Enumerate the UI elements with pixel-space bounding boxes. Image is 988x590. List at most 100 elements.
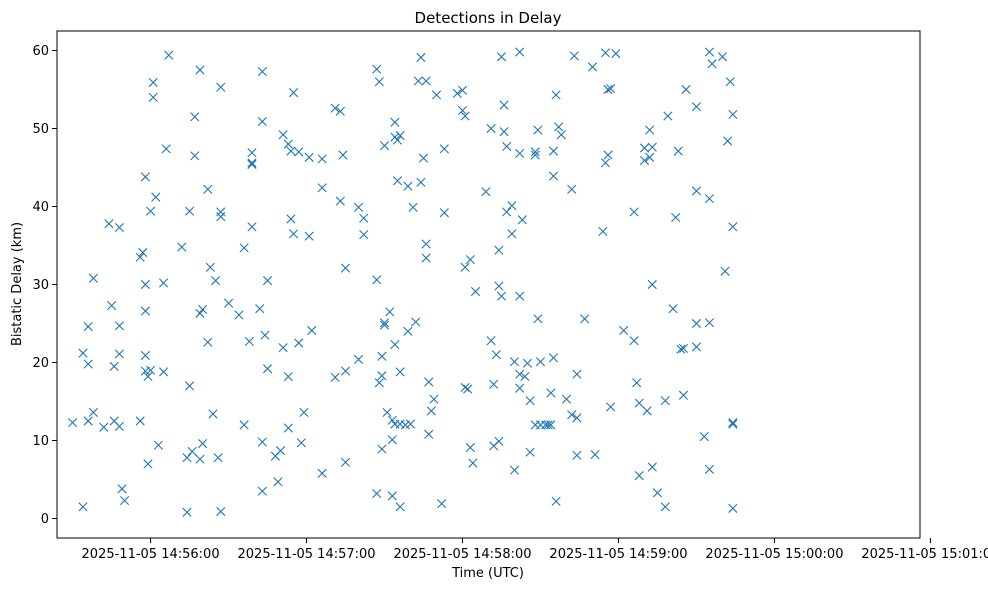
data-point-marker xyxy=(109,361,119,371)
data-point-marker xyxy=(216,506,226,517)
data-point-marker xyxy=(148,92,158,102)
data-point-marker xyxy=(569,51,579,61)
data-point-marker xyxy=(515,148,525,159)
data-point-marker xyxy=(184,206,195,216)
data-point-marker xyxy=(338,150,348,160)
data-point-marker xyxy=(707,59,717,69)
data-point-marker xyxy=(187,446,197,457)
data-point-marker xyxy=(460,262,470,272)
data-point-marker xyxy=(728,417,738,428)
y-tick-label: 20 xyxy=(32,356,49,371)
data-point-marker xyxy=(717,52,728,62)
data-point-marker xyxy=(405,419,416,429)
data-point-marker xyxy=(208,409,218,419)
data-point-marker xyxy=(515,383,525,393)
data-point-marker xyxy=(239,243,249,253)
data-point-marker xyxy=(372,488,382,499)
data-point-marker xyxy=(704,194,715,204)
data-point-marker xyxy=(629,207,639,217)
data-point-marker xyxy=(535,357,546,367)
data-point-marker xyxy=(273,477,283,487)
data-point-marker xyxy=(502,207,512,217)
data-point-marker xyxy=(195,308,205,318)
data-point-marker xyxy=(546,388,556,398)
data-point-marker xyxy=(283,139,293,149)
data-point-marker xyxy=(330,103,340,113)
data-point-marker xyxy=(590,449,600,460)
data-point-marker xyxy=(704,464,715,474)
data-point-marker xyxy=(548,171,559,181)
data-point-marker xyxy=(88,273,98,283)
data-point-marker xyxy=(140,279,150,290)
data-point-marker xyxy=(135,416,145,426)
data-point-marker xyxy=(489,379,499,389)
data-point-marker xyxy=(567,410,577,420)
data-point-marker xyxy=(463,384,473,394)
data-point-marker xyxy=(99,422,109,432)
data-point-marker xyxy=(603,150,613,160)
data-point-marker xyxy=(468,458,478,468)
y-tick-label: 30 xyxy=(32,278,49,293)
data-point-marker xyxy=(515,291,525,301)
data-point-marker xyxy=(600,48,611,58)
data-point-marker xyxy=(457,85,468,95)
data-point-marker xyxy=(262,364,273,374)
data-point-marker xyxy=(197,439,208,449)
data-point-marker xyxy=(403,326,413,336)
data-point-marker xyxy=(374,378,384,388)
data-point-marker xyxy=(299,407,309,418)
data-point-marker xyxy=(372,275,382,285)
data-point-marker xyxy=(114,421,124,432)
data-point-marker xyxy=(335,196,345,206)
data-point-marker xyxy=(499,127,509,137)
chart-title: Detections in Delay xyxy=(415,9,562,27)
data-point-marker xyxy=(83,322,93,332)
data-point-marker xyxy=(634,471,644,481)
data-point-marker xyxy=(195,65,205,75)
data-point-marker xyxy=(647,142,657,152)
data-point-marker xyxy=(158,367,169,377)
data-point-marker xyxy=(255,304,265,314)
data-point-marker xyxy=(247,222,257,232)
data-point-marker xyxy=(530,150,540,160)
data-point-marker xyxy=(278,343,288,353)
data-point-marker xyxy=(244,336,254,347)
data-point-marker xyxy=(502,141,512,152)
data-point-marker xyxy=(390,117,400,127)
data-point-marker xyxy=(88,407,98,418)
data-point-marker xyxy=(190,151,200,161)
data-point-marker xyxy=(645,125,655,135)
data-point-marker xyxy=(525,396,535,406)
data-point-marker xyxy=(678,390,689,400)
data-point-marker xyxy=(424,377,434,387)
data-point-marker xyxy=(678,343,689,354)
data-point-marker xyxy=(340,457,351,467)
data-point-marker xyxy=(629,336,639,346)
data-point-marker xyxy=(135,252,145,262)
data-point-marker xyxy=(416,52,426,63)
data-point-marker xyxy=(340,366,351,376)
data-point-marker xyxy=(262,276,273,286)
data-point-marker xyxy=(283,371,293,382)
data-point-marker xyxy=(421,76,431,86)
data-point-marker xyxy=(533,314,543,324)
data-point-marker xyxy=(304,231,314,241)
data-point-marker xyxy=(83,416,93,426)
data-point-marker xyxy=(247,159,257,169)
data-point-marker xyxy=(247,158,257,168)
data-point-marker xyxy=(494,281,504,291)
x-axis-label: Time (UTC) xyxy=(451,566,524,581)
data-point-marker xyxy=(515,369,525,379)
data-point-marker xyxy=(691,318,702,329)
data-point-marker xyxy=(286,146,296,156)
data-point-marker xyxy=(517,215,527,225)
data-point-marker xyxy=(294,338,304,348)
x-tick-label: 2025-11-05 14:56:00 xyxy=(82,547,220,562)
data-point-marker xyxy=(494,245,504,255)
data-point-marker xyxy=(145,206,156,216)
x-tick-label: 2025-11-05 14:58:00 xyxy=(393,547,531,562)
data-point-marker xyxy=(691,102,702,112)
data-point-marker xyxy=(554,122,564,132)
data-point-marker xyxy=(431,90,442,100)
